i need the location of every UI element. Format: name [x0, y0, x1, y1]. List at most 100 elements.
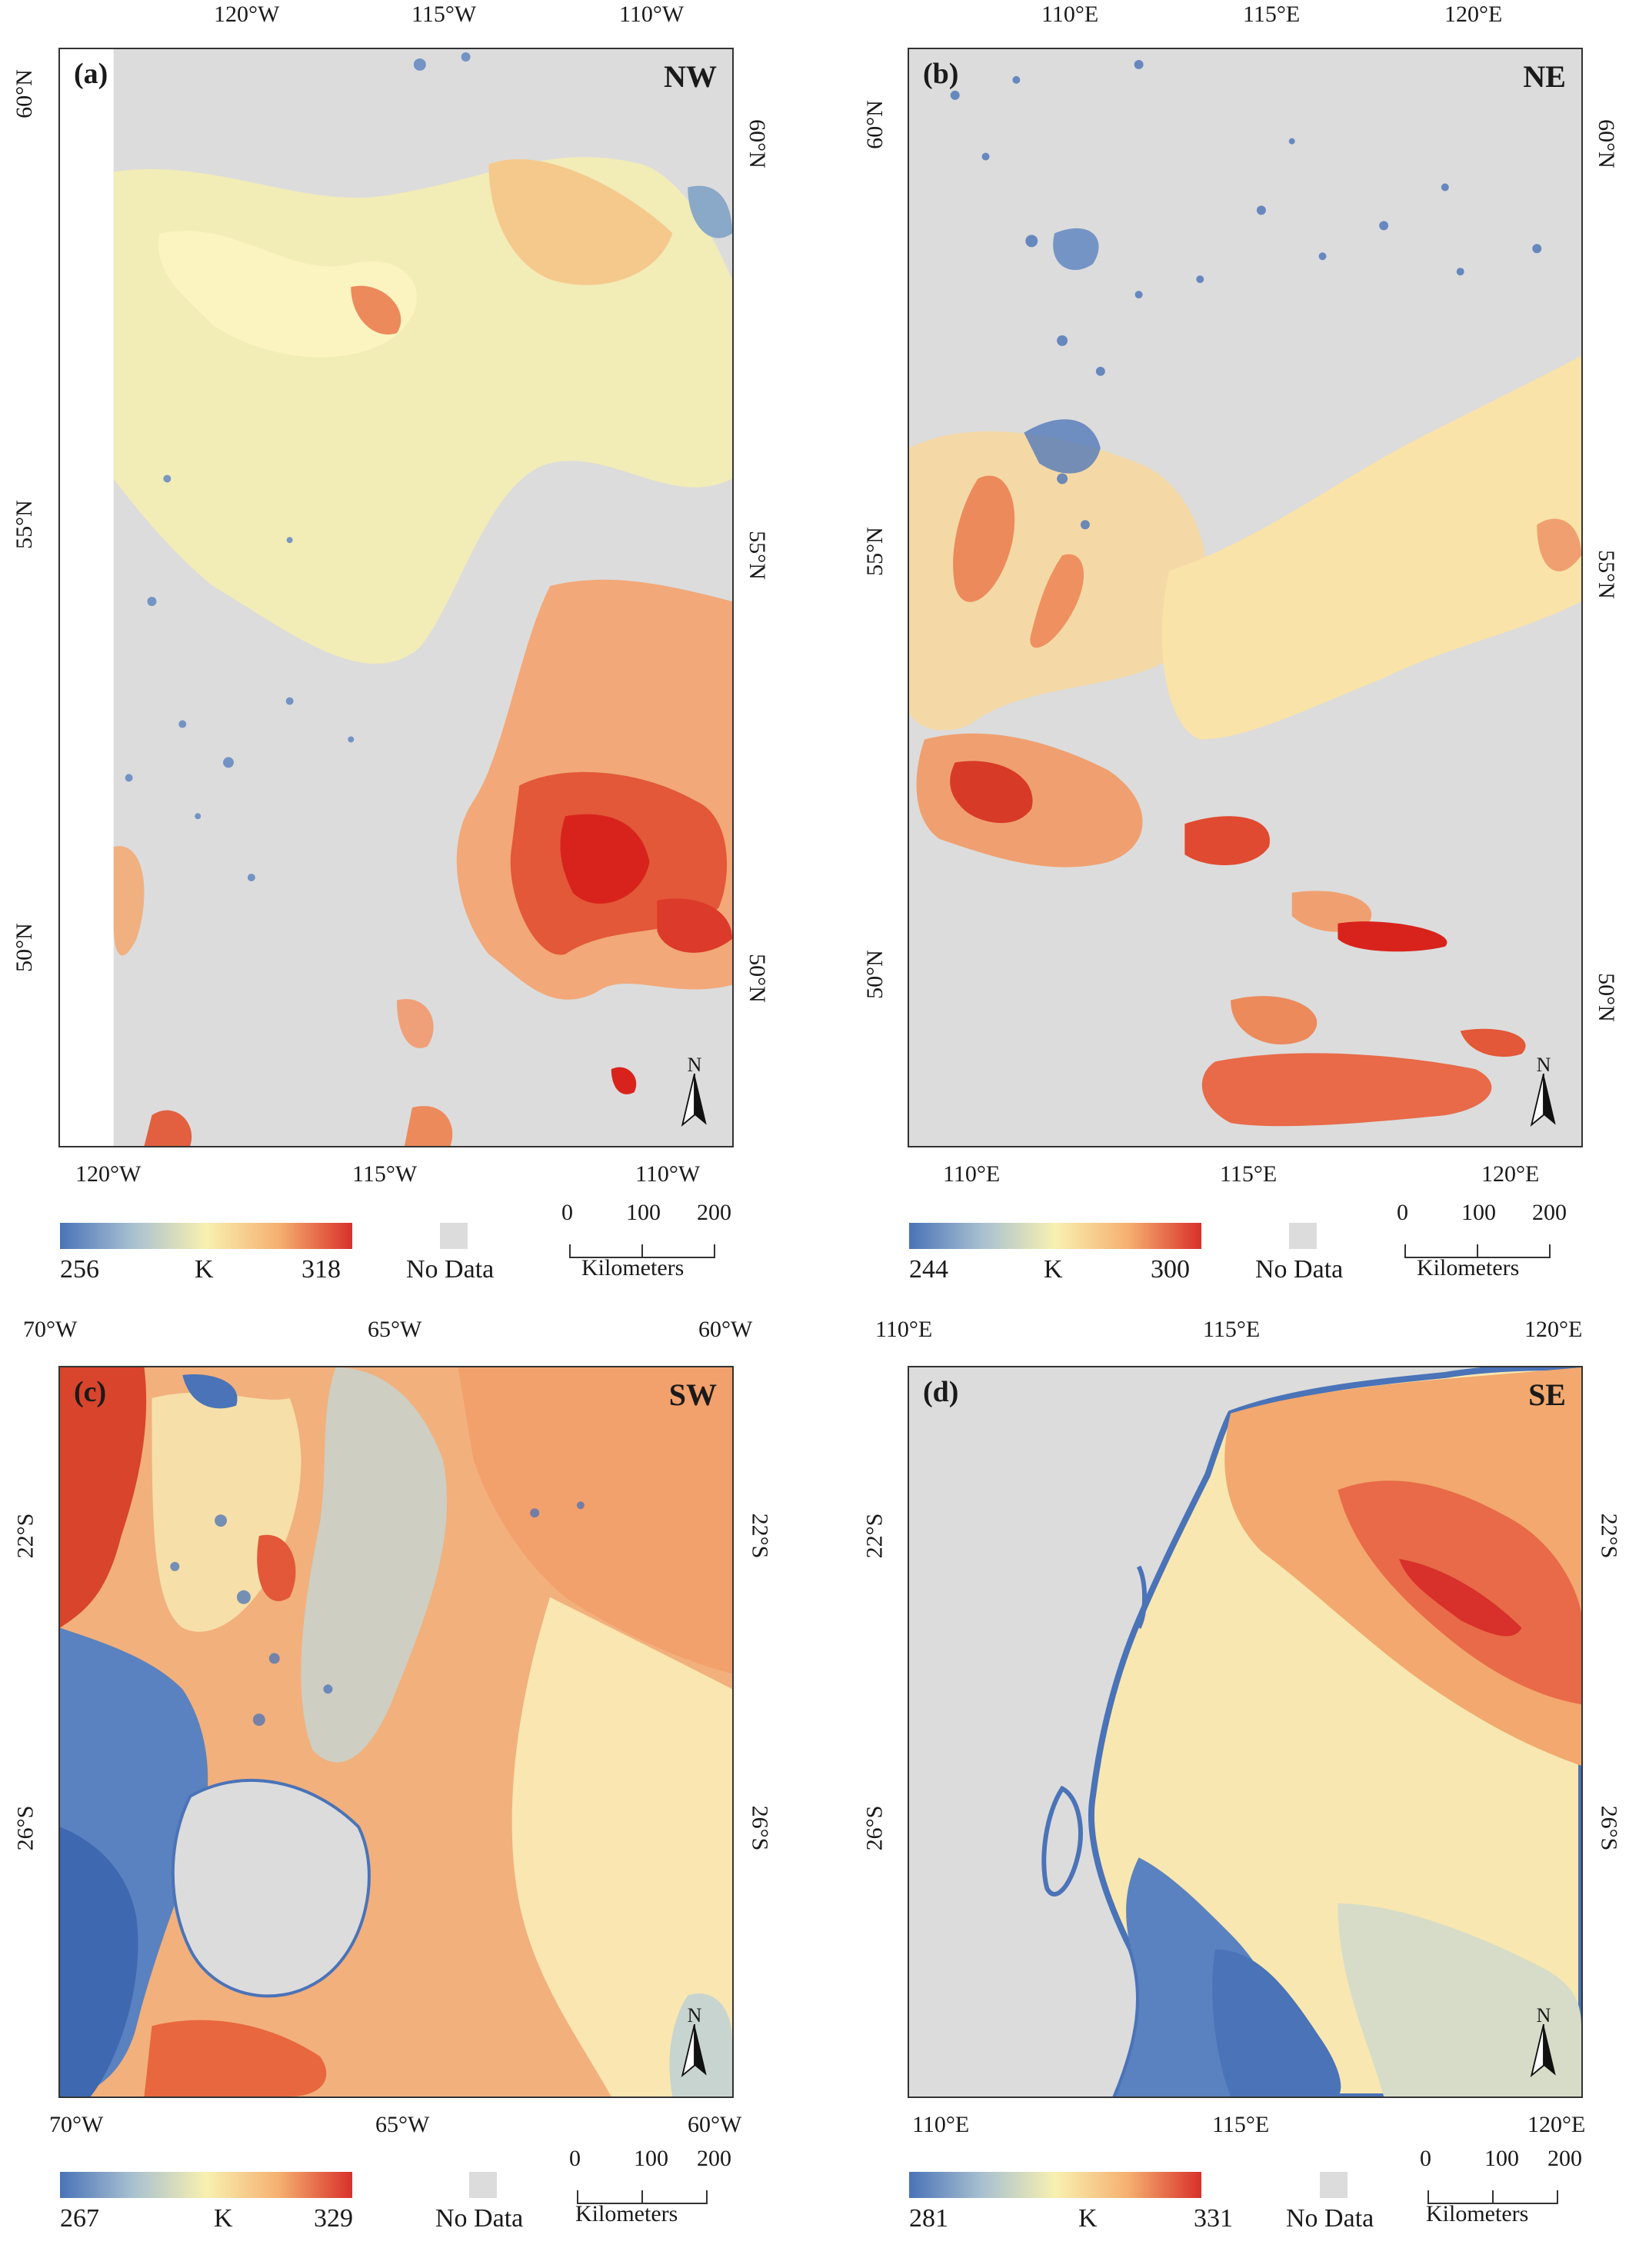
legend-max-b: 300	[1151, 1255, 1190, 1284]
map-c: (c) SW N	[58, 1366, 734, 2098]
north-arrow-icon	[681, 2024, 707, 2078]
scalebar-c: 0 100 200 Kilometers	[569, 2146, 731, 2226]
top-tick-b-0: 110°E	[1041, 2, 1099, 27]
panel-c: 70°W 65°W 60°W (c) SW N	[0, 1315, 824, 2268]
legend-unit-b: K	[1044, 1255, 1063, 1284]
top-tick-a-2: 110°W	[619, 2, 685, 27]
left-tick-a-1: 55°N	[11, 500, 37, 549]
lst-raster-b	[909, 49, 1581, 1146]
left-tick-b-1: 55°N	[861, 527, 888, 576]
nodata-swatch-a	[440, 1223, 468, 1249]
region-label-a: NW	[664, 59, 717, 94]
right-tick-b-2: 50°N	[1593, 973, 1619, 1022]
top-tick-c-1: 65°W	[368, 1317, 422, 1342]
scalebar-d: 0 100 200 Kilometers	[1420, 2146, 1582, 2226]
legend-min-c: 267	[60, 2204, 99, 2233]
bottom-tick-c-1: 65°W	[375, 2112, 430, 2137]
top-tick-a-1: 115°W	[411, 2, 477, 27]
right-tick-b-0: 60°N	[1593, 119, 1619, 168]
legend-min-d: 281	[909, 2204, 948, 2233]
legend-max-d: 331	[1194, 2204, 1233, 2233]
north-arrow-d: N	[1524, 2004, 1563, 2081]
legend-min-b: 244	[909, 1255, 948, 1284]
bottom-tick-b-1: 115°E	[1220, 1161, 1278, 1187]
left-tick-b-2: 50°N	[861, 950, 888, 999]
top-tick-c-2: 60°W	[698, 1317, 753, 1342]
region-label-b: NE	[1523, 59, 1566, 94]
left-tick-a-0: 60°N	[11, 69, 37, 118]
top-tick-b-2: 120°E	[1444, 2, 1503, 27]
map-b: (b) NE N	[908, 48, 1583, 1147]
nodata-label-a: No Data	[406, 1255, 495, 1284]
color-ramp-a	[60, 1223, 352, 1249]
panel-a: 120°W 115°W 110°W	[0, 0, 824, 1300]
lst-raster-a	[60, 49, 732, 1146]
bottom-tick-b-0: 110°E	[943, 1161, 1001, 1187]
legend-min-a: 256	[60, 1255, 99, 1284]
nodata-swatch-d	[1320, 2172, 1348, 2198]
map-d: (d) SE N	[908, 1366, 1583, 2098]
top-tick-d-1: 115°E	[1203, 1317, 1261, 1342]
left-tick-a-2: 50°N	[11, 923, 37, 972]
nodata-swatch-c	[469, 2172, 497, 2198]
north-arrow-c: N	[675, 2004, 714, 2081]
bottom-tick-a-2: 110°W	[635, 1161, 701, 1187]
color-ramp-d	[909, 2172, 1201, 2198]
right-tick-d-0: 22°S	[1596, 1513, 1622, 1559]
panel-label-a: (a)	[74, 58, 108, 90]
scalebar-b: 0 100 200 Kilometers	[1397, 1200, 1567, 1281]
lst-raster-d	[909, 1367, 1581, 2096]
bottom-tick-c-0: 70°W	[49, 2112, 104, 2137]
top-tick-d-2: 120°E	[1524, 1317, 1583, 1342]
bottom-tick-a-1: 115°W	[352, 1161, 418, 1187]
nodata-label-d: No Data	[1286, 2204, 1374, 2233]
legend-max-a: 318	[301, 1255, 341, 1284]
north-arrow-a: N	[675, 1054, 714, 1131]
bottom-tick-a-0: 120°W	[75, 1161, 142, 1187]
left-tick-b-0: 60°N	[861, 100, 888, 149]
right-tick-a-1: 55°N	[744, 531, 770, 580]
lst-raster-c	[60, 1367, 732, 2096]
north-arrow-b: N	[1524, 1054, 1563, 1131]
map-a: (a) NW N	[58, 48, 734, 1147]
bottom-tick-b-2: 120°E	[1481, 1161, 1540, 1187]
right-tick-a-2: 50°N	[744, 954, 770, 1003]
left-tick-d-0: 22°S	[861, 1513, 888, 1559]
legend-unit-c: K	[214, 2204, 233, 2233]
north-arrow-icon	[1530, 1074, 1556, 1127]
panel-label-d: (d)	[923, 1376, 959, 1408]
panel-label-c: (c)	[74, 1376, 107, 1408]
bottom-tick-d-2: 120°E	[1527, 2112, 1586, 2137]
right-tick-a-0: 60°N	[744, 119, 770, 168]
color-ramp-c	[60, 2172, 352, 2198]
bottom-tick-d-0: 110°E	[912, 2112, 970, 2137]
region-label-d: SE	[1528, 1377, 1566, 1412]
bottom-tick-d-1: 115°E	[1212, 2112, 1270, 2137]
top-tick-b-1: 115°E	[1243, 2, 1301, 27]
right-tick-b-1: 55°N	[1593, 550, 1619, 599]
legend-unit-d: K	[1078, 2204, 1098, 2233]
left-tick-c-0: 22°S	[12, 1513, 38, 1559]
right-tick-c-0: 22°S	[747, 1513, 773, 1559]
top-tick-d-0: 110°E	[875, 1317, 933, 1342]
right-tick-d-1: 26°S	[1596, 1805, 1622, 1851]
left-tick-d-1: 26°S	[861, 1805, 888, 1851]
nodata-label-b: No Data	[1255, 1255, 1344, 1284]
right-tick-c-1: 26°S	[747, 1805, 773, 1851]
nodata-swatch-b	[1289, 1223, 1317, 1249]
legend-max-c: 329	[314, 2204, 353, 2233]
legend-unit-a: K	[195, 1255, 214, 1284]
panel-d: 110°E 115°E 120°E (d) SE N 22°S 26°S 22°…	[851, 1315, 1649, 2268]
panel-b: 110°E 115°E 120°E	[851, 0, 1649, 1300]
bottom-tick-c-2: 60°W	[688, 2112, 742, 2137]
left-tick-c-1: 26°S	[12, 1805, 38, 1851]
panel-label-b: (b)	[923, 58, 959, 90]
scalebar-a: 0 100 200 Kilometers	[561, 1200, 731, 1281]
nodata-label-c: No Data	[435, 2204, 524, 2233]
top-tick-c-0: 70°W	[23, 1317, 78, 1342]
color-ramp-b	[909, 1223, 1201, 1249]
north-arrow-icon	[1530, 2024, 1556, 2078]
region-label-c: SW	[668, 1377, 717, 1412]
top-tick-a-0: 120°W	[214, 2, 280, 27]
north-arrow-icon	[681, 1074, 707, 1127]
